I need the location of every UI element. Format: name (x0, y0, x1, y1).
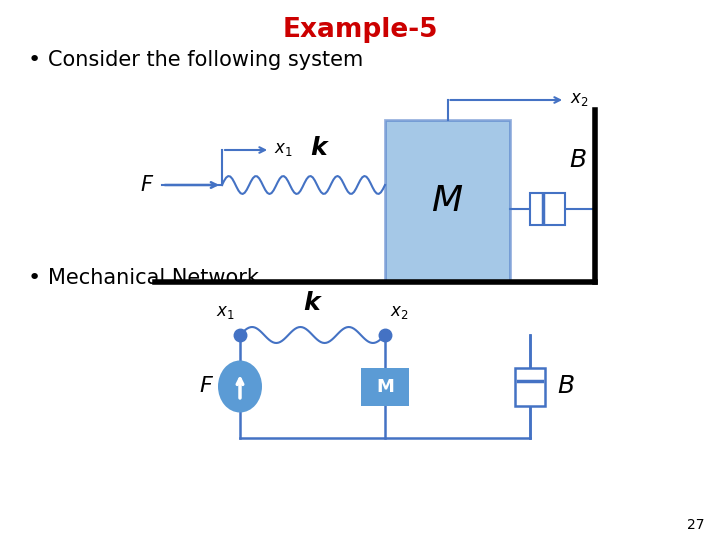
Text: 27: 27 (688, 518, 705, 532)
Text: $\boldsymbol{\mathit{B}}$: $\boldsymbol{\mathit{B}}$ (557, 375, 575, 398)
Text: $\boldsymbol{k}$: $\boldsymbol{k}$ (310, 136, 330, 160)
Text: Example-5: Example-5 (282, 17, 438, 43)
Text: •: • (28, 50, 41, 70)
Text: $x_1$: $x_1$ (216, 304, 235, 321)
Text: $\mathbf{\mathit{F}}$: $\mathbf{\mathit{F}}$ (199, 375, 214, 397)
Text: Consider the following system: Consider the following system (48, 50, 364, 70)
Bar (385, 120, 510, 282)
Text: $x_2$: $x_2$ (390, 304, 408, 321)
Text: $x_2$: $x_2$ (570, 91, 588, 109)
Bar (530, 193, 565, 225)
Text: $\boldsymbol{\mathit{M}}$: $\boldsymbol{\mathit{M}}$ (431, 184, 464, 218)
Text: $\mathbf{\mathit{F}}$: $\mathbf{\mathit{F}}$ (140, 175, 154, 195)
Bar (515, 368, 545, 406)
Text: $x_1$: $x_1$ (274, 141, 292, 159)
Text: Mechanical Network: Mechanical Network (48, 268, 259, 288)
Text: •: • (28, 268, 41, 288)
Bar (361, 368, 409, 406)
Text: $\boldsymbol{k}$: $\boldsymbol{k}$ (302, 291, 323, 315)
Text: $\boldsymbol{\mathit{B}}$: $\boldsymbol{\mathit{B}}$ (570, 149, 587, 172)
Ellipse shape (218, 361, 262, 413)
Text: M: M (376, 377, 394, 395)
